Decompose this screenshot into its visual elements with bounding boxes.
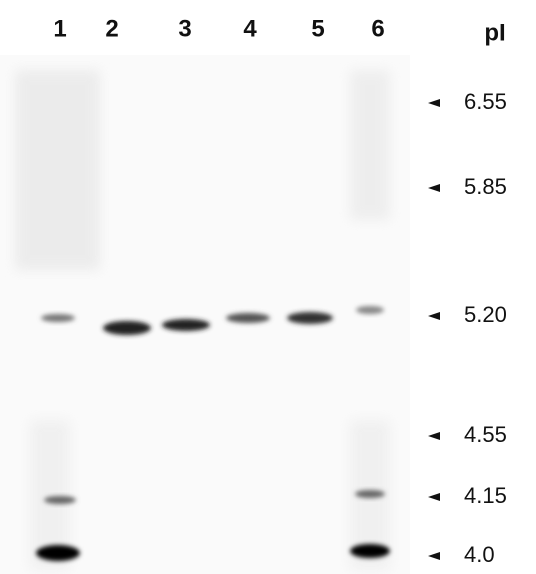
marker-label: 5.85 xyxy=(464,174,507,199)
lane-label: 2 xyxy=(105,15,118,42)
marker-arrow xyxy=(428,552,440,560)
gel xyxy=(0,55,410,574)
marker-title: pI xyxy=(484,19,505,46)
marker-arrow xyxy=(428,312,440,320)
marker-label: 4.15 xyxy=(464,483,507,508)
marker-label: 4.55 xyxy=(464,422,507,447)
marker-label: 6.55 xyxy=(464,89,507,114)
lane-label: 6 xyxy=(371,15,384,42)
lane-label: 3 xyxy=(178,15,191,42)
marker-label: 5.20 xyxy=(464,302,507,327)
marker-label: 4.0 xyxy=(464,542,495,567)
marker-arrow xyxy=(428,432,440,440)
lane-label: 4 xyxy=(243,15,257,42)
marker-arrow xyxy=(428,493,440,501)
lane-label: 1 xyxy=(53,15,66,42)
marker-arrow xyxy=(428,184,440,192)
labels: 1 2 3 4 5 6 pI 6.55 5.85 5.20 4.55 4.15 4.0 xyxy=(53,15,507,566)
lane-label: 5 xyxy=(311,15,324,42)
marker-arrow xyxy=(428,99,440,107)
